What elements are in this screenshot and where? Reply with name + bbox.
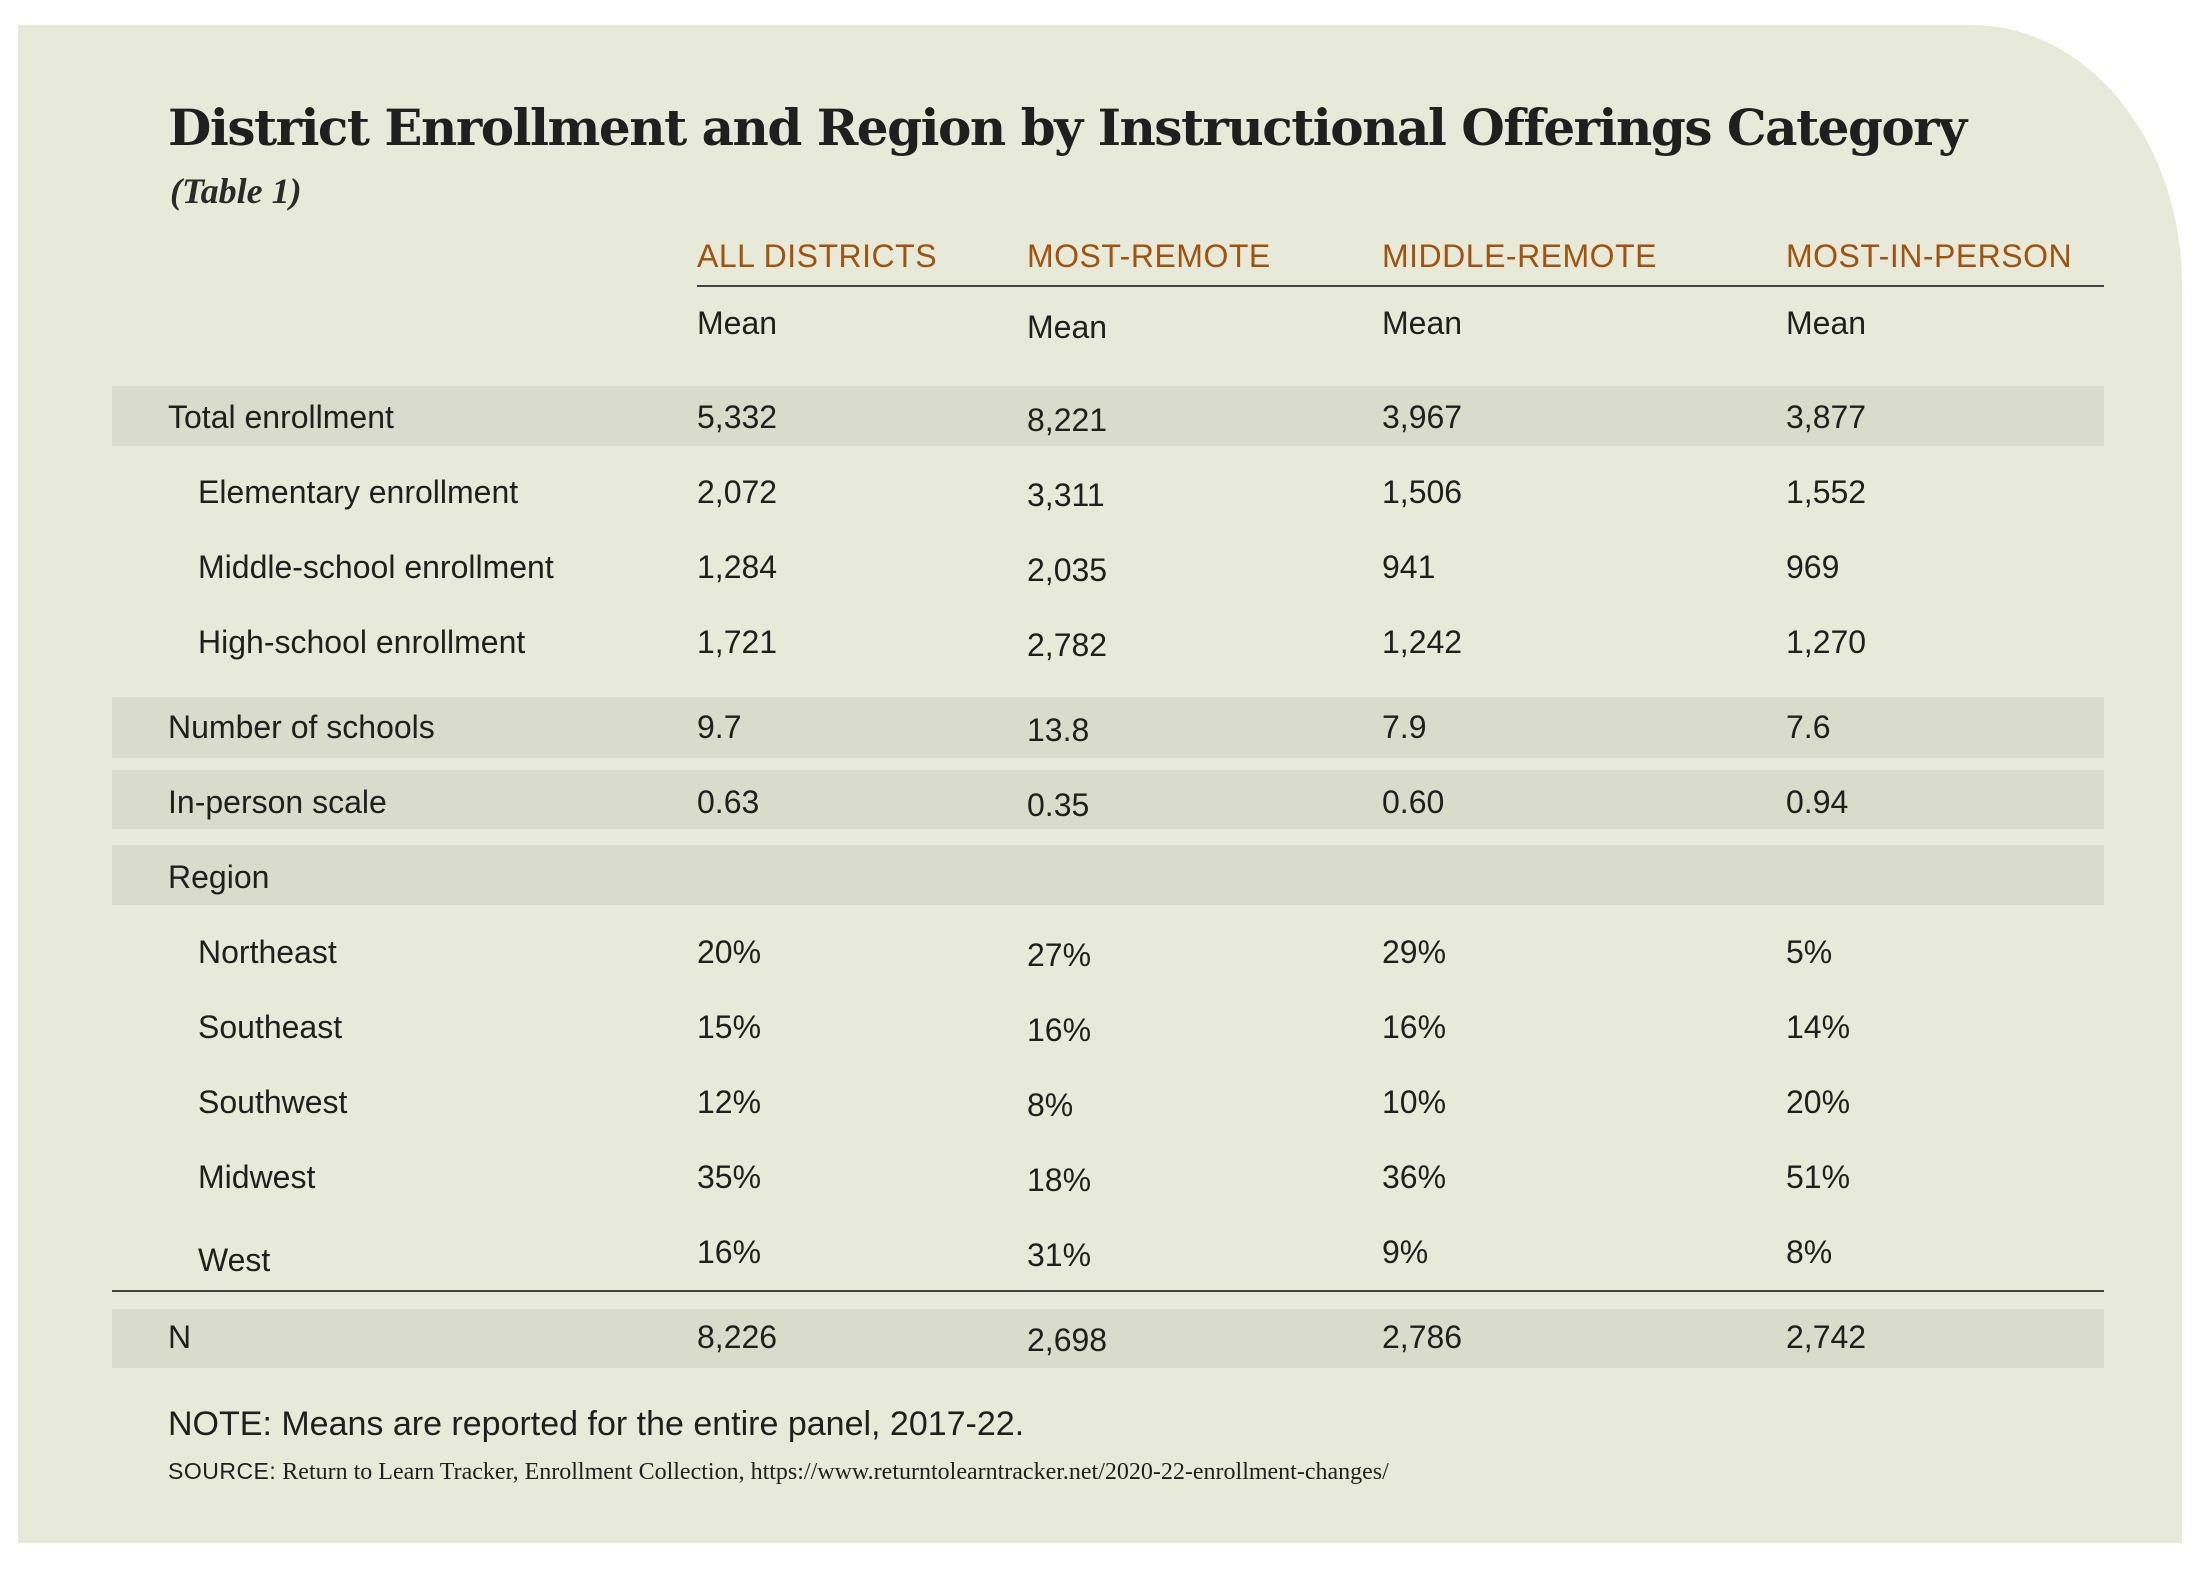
cell-value: 8% <box>1027 1087 1074 1123</box>
cell-value: 35% <box>697 1159 762 1195</box>
table-row: Elementary enrollment 2,072 3,311 1,506 … <box>0 470 2200 514</box>
row-label: Southeast <box>198 1009 343 1045</box>
row-band <box>112 845 2104 905</box>
table-row: Number of schools 9.7 13.8 7.9 7.6 <box>0 705 2200 749</box>
table-row: In-person scale 0.63 0.35 0.60 0.94 <box>0 780 2200 824</box>
table-row-total: N 8,226 2,698 2,786 2,742 <box>0 1315 2200 1359</box>
cell-value: 16% <box>1027 1012 1092 1048</box>
cell-value: 969 <box>1786 549 1840 585</box>
table-row: High-school enrollment 1,721 2,782 1,242… <box>0 620 2200 664</box>
row-band <box>112 697 2104 758</box>
cell-value: 7.6 <box>1786 709 1831 745</box>
cell-value: 2,782 <box>1027 627 1108 663</box>
row-label: N <box>168 1319 192 1355</box>
cell-value: 5% <box>1786 934 1833 970</box>
table-subtitle: (Table 1) <box>170 171 302 211</box>
cell-value: 0.60 <box>1382 784 1445 820</box>
row-band <box>112 770 2104 829</box>
table-title: District Enrollment and Region by Instru… <box>168 98 1967 157</box>
row-label: Total enrollment <box>168 399 394 435</box>
cell-value: 9.7 <box>697 709 742 745</box>
cell-value: 5,332 <box>697 399 778 435</box>
cell-value: 51% <box>1786 1159 1851 1195</box>
row-label: Midwest <box>198 1159 316 1195</box>
table-row: West 16% 31% 9% 8% <box>0 1230 2200 1278</box>
column-header-most-in-person: MOST-IN-PERSON <box>1786 238 2073 274</box>
cell-value: 3,967 <box>1382 399 1463 435</box>
row-label: High-school enrollment <box>198 624 526 660</box>
cell-value: 0.94 <box>1786 784 1849 820</box>
section-label-region: Region <box>168 859 270 895</box>
source-text: Return to Learn Tracker, Enrollment Coll… <box>276 1459 1389 1485</box>
cell-value: 16% <box>1382 1009 1447 1045</box>
row-label: Elementary enrollment <box>198 474 519 510</box>
cell-value: 941 <box>1382 549 1436 585</box>
cell-value: 1,506 <box>1382 474 1463 510</box>
cell-value: 31% <box>1027 1237 1092 1273</box>
table-row: Total enrollment 5,332 8,221 3,967 3,877 <box>0 395 2200 439</box>
column-header-middle-remote: MIDDLE-REMOTE <box>1382 238 1657 274</box>
cell-value: 2,742 <box>1786 1319 1867 1355</box>
cell-value: 3,877 <box>1786 399 1867 435</box>
cell-value: 8% <box>1786 1234 1833 1270</box>
cell-value: 1,721 <box>697 624 778 660</box>
cell-value: 36% <box>1382 1159 1447 1195</box>
cell-value: 8,221 <box>1027 402 1108 438</box>
subheader-mean: Mean <box>1786 305 1867 341</box>
row-label: Northeast <box>198 934 337 970</box>
bottom-rule <box>112 1290 2104 1292</box>
table-row: Midwest 35% 18% 36% 51% <box>0 1155 2200 1199</box>
subheader-mean: Mean <box>1027 309 1108 345</box>
cell-value: 1,552 <box>1786 474 1867 510</box>
row-label: Number of schools <box>168 709 435 745</box>
cell-value: 16% <box>697 1234 762 1270</box>
cell-value: 15% <box>697 1009 762 1045</box>
subheader-mean: Mean <box>697 305 778 341</box>
row-band <box>112 386 2104 446</box>
cell-value: 8,226 <box>697 1319 778 1355</box>
cell-value: 3,311 <box>1027 477 1105 513</box>
cell-value: 2,035 <box>1027 552 1108 588</box>
table-row: Northeast 20% 27% 29% 5% <box>0 930 2200 974</box>
cell-value: 2,786 <box>1382 1319 1463 1355</box>
cell-value: 13.8 <box>1027 712 1090 748</box>
header-rule <box>697 285 2104 287</box>
table-row: Southeast 15% 16% 16% 14% <box>0 1005 2200 1049</box>
cell-value: 7.9 <box>1382 709 1427 745</box>
cell-value: 18% <box>1027 1162 1092 1198</box>
column-header-all-districts: ALL DISTRICTS <box>697 238 938 274</box>
cell-value: 10% <box>1382 1084 1447 1120</box>
cell-value: 20% <box>1786 1084 1851 1120</box>
column-header-most-remote: MOST-REMOTE <box>1027 238 1271 274</box>
cell-value: 1,242 <box>1382 624 1463 660</box>
source-label: SOURCE: <box>168 1458 277 1484</box>
row-band <box>112 1309 2104 1368</box>
row-label: In-person scale <box>168 784 387 820</box>
cell-value: 14% <box>1786 1009 1851 1045</box>
row-label: Southwest <box>198 1084 348 1120</box>
row-label: Middle-school enrollment <box>198 549 554 585</box>
cell-value: 1,284 <box>697 549 778 585</box>
cell-value: 29% <box>1382 934 1447 970</box>
cell-value: 2,072 <box>697 474 778 510</box>
cell-value: 1,270 <box>1786 624 1867 660</box>
table-row: Southwest 12% 8% 10% 20% <box>0 1080 2200 1124</box>
cell-value: 20% <box>697 934 762 970</box>
cell-value: 27% <box>1027 937 1092 973</box>
cell-value: 0.63 <box>697 784 760 820</box>
cell-value: 2,698 <box>1027 1322 1108 1358</box>
table-note: NOTE: Means are reported for the entire … <box>168 1405 1025 1443</box>
table-row: Middle-school enrollment 1,284 2,035 941… <box>0 545 2200 589</box>
cell-value: 9% <box>1382 1234 1429 1270</box>
cell-value: 0.35 <box>1027 787 1090 823</box>
subheader-mean: Mean <box>1382 305 1463 341</box>
table-source: SOURCE: Return to Learn Tracker, Enrollm… <box>168 1458 1389 1486</box>
row-label: West <box>198 1242 271 1278</box>
cell-value: 12% <box>697 1084 762 1120</box>
table-row-section: Region <box>0 855 2200 899</box>
